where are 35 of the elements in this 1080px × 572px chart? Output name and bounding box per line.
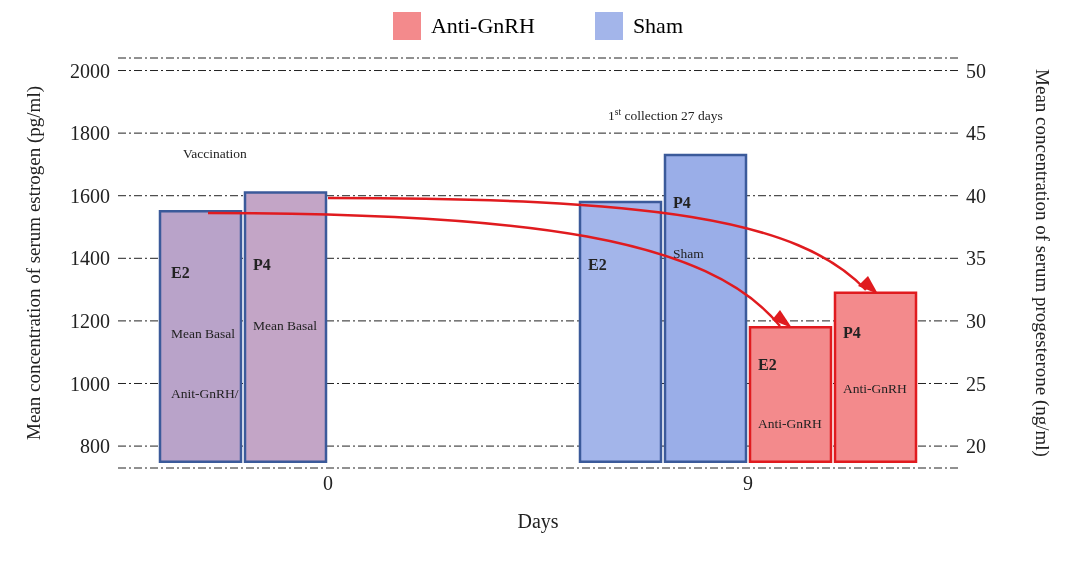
y2-axis-title: Mean concentration of serum progesterone (ng/ml) xyxy=(1031,69,1054,457)
y-axis-title: Mean concentration of serum estrogen (pg/ml) xyxy=(22,85,45,441)
annotation: E2 xyxy=(171,264,190,281)
y2-tick-label: 45 xyxy=(966,122,986,145)
y-tick-label: 800 xyxy=(80,435,110,458)
y-tick-label: 1800 xyxy=(70,122,110,145)
y-tick-label: 1400 xyxy=(70,247,110,270)
annotation: Anti-GnRH xyxy=(843,381,907,396)
annotation: Anit-GnRH/ xyxy=(171,386,239,401)
x-tick-label: 9 xyxy=(743,472,753,495)
y-tick-label: 1000 xyxy=(70,372,110,395)
annotation: E2 xyxy=(758,356,777,373)
legend-label: Sham xyxy=(632,13,683,39)
annotation: P4 xyxy=(843,324,861,341)
x-axis-title: Days xyxy=(517,510,559,533)
y2-tick-label: 40 xyxy=(966,184,986,207)
legend-label: Anti-GnRH xyxy=(430,13,535,39)
annotation: Sham xyxy=(673,246,705,261)
annotation: E2 xyxy=(588,256,607,273)
y-tick-label: 1200 xyxy=(70,310,110,332)
annotation: 1$^{st}$ collection 27 days xyxy=(608,107,723,123)
annotation: Anti-GnRH xyxy=(758,416,822,431)
y2-tick-label: 20 xyxy=(966,435,986,458)
y2-tick-label: 35 xyxy=(966,247,986,270)
annotation: Mean Basal xyxy=(171,326,236,341)
y2-tick-label: 50 xyxy=(966,59,986,82)
annotation: P4 xyxy=(253,256,271,273)
x-tick-label: 0 xyxy=(323,472,333,495)
annotation: Mean Basal xyxy=(253,318,318,333)
y2-tick-label: 30 xyxy=(966,310,986,332)
y-tick-label: 1600 xyxy=(70,184,110,207)
y2-tick-label: 25 xyxy=(966,372,986,395)
annotation: P4 xyxy=(673,194,691,211)
annotation: Vaccination xyxy=(183,146,247,161)
y-tick-label: 2000 xyxy=(70,59,110,82)
